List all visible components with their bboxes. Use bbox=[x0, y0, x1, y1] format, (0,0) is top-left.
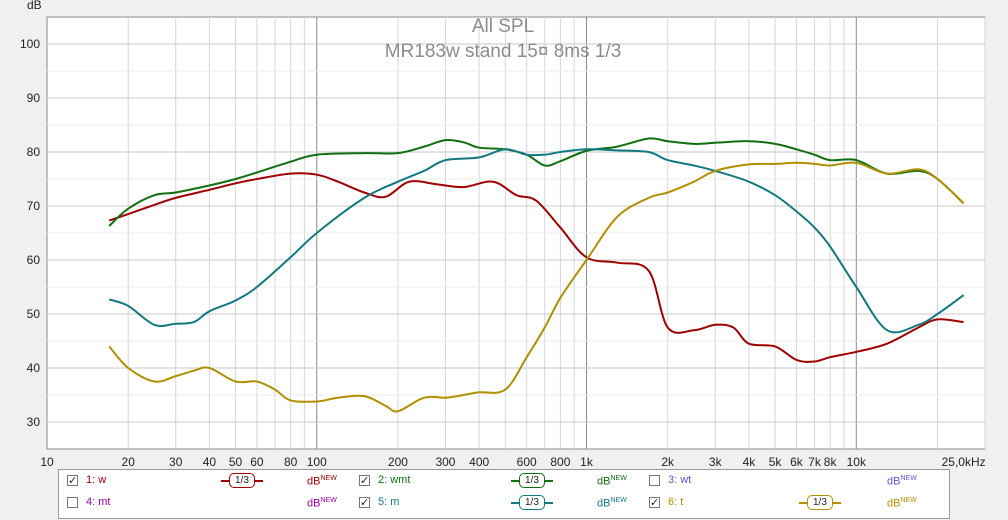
y-tick-label: 100 bbox=[20, 37, 40, 51]
x-tick-label: 3k bbox=[709, 455, 723, 469]
legend-checkbox[interactable]: ✓ bbox=[649, 496, 660, 509]
db-new-button[interactable]: dBNEW bbox=[307, 475, 337, 488]
x-tick-label: 8k bbox=[824, 455, 838, 469]
legend-label: 5: m bbox=[378, 496, 400, 508]
x-tick-label: 5k bbox=[769, 455, 783, 469]
y-axis: 100 90 80 70 60 50 40 30 bbox=[20, 37, 40, 429]
smoothing-label: 1/3 bbox=[229, 473, 255, 488]
db-new-button[interactable]: dBNEW bbox=[597, 497, 627, 510]
y-tick-label: 90 bbox=[27, 91, 41, 105]
legend-checkbox[interactable]: ✓ bbox=[359, 496, 370, 509]
smoothing-button[interactable]: 1/3 bbox=[799, 495, 841, 510]
x-tick-label: 1k bbox=[580, 455, 594, 469]
smoothing-label: 1/3 bbox=[519, 473, 545, 488]
x-tick-label: 7k bbox=[808, 455, 822, 469]
legend-checkbox[interactable] bbox=[67, 496, 78, 508]
y-axis-label: dB bbox=[27, 0, 42, 12]
curves bbox=[108, 137, 965, 413]
smoothing-label: 1/3 bbox=[519, 495, 545, 510]
y-tick-label: 50 bbox=[27, 307, 41, 321]
smoothing-button[interactable]: 1/3 bbox=[511, 495, 553, 510]
legend-item-2-wmt[interactable]: ✓ 2: wmt bbox=[359, 474, 410, 486]
x-tick-label: 400 bbox=[469, 455, 489, 469]
y-tick-label: 30 bbox=[27, 415, 41, 429]
legend-label: 2: wmt bbox=[378, 474, 411, 486]
y-tick-label: 80 bbox=[27, 145, 41, 159]
smoothing-button[interactable]: 1/3 bbox=[221, 473, 263, 488]
x-tick-label: 10 bbox=[40, 455, 54, 469]
x-tick-label: 50 bbox=[229, 455, 243, 469]
legend-item-3-wt[interactable]: 3: wt bbox=[649, 474, 691, 486]
db-new-button[interactable]: dBNEW bbox=[597, 475, 627, 488]
chart-subtitle: MR183w stand 15¤ 8ms 1/3 bbox=[385, 41, 622, 62]
x-tick-label: 800 bbox=[550, 455, 570, 469]
y-tick-label: 60 bbox=[27, 253, 41, 267]
x-tick-label: 600 bbox=[517, 455, 537, 469]
db-new-button[interactable]: dBNEW bbox=[887, 497, 917, 510]
x-tick-label: 4k bbox=[743, 455, 757, 469]
legend-item-4-mt[interactable]: 4: mt bbox=[67, 496, 110, 508]
x-tick-label: 30 bbox=[169, 455, 183, 469]
y-tick-label: 40 bbox=[27, 361, 41, 375]
series-line-5-m bbox=[108, 148, 965, 334]
legend-checkbox[interactable]: ✓ bbox=[67, 474, 78, 487]
smoothing-button[interactable]: 1/3 bbox=[511, 473, 553, 488]
x-tick-label: 100 bbox=[307, 455, 327, 469]
legend: ✓ 1: w 1/3 dBNEW ✓ 2: wmt 1/3 dBNEW 3: wt dBNEW 4:… bbox=[58, 469, 950, 519]
legend-label: 6: t bbox=[668, 496, 684, 508]
db-new-button[interactable]: dBNEW bbox=[887, 475, 917, 488]
legend-label: 4: mt bbox=[86, 496, 111, 508]
chart-title: All SPL bbox=[472, 16, 534, 37]
x-tick-label: 6k bbox=[790, 455, 804, 469]
x-tick-label: 2k bbox=[661, 455, 675, 469]
db-new-button[interactable]: dBNEW bbox=[307, 497, 337, 510]
series-line-1-w bbox=[108, 172, 964, 363]
legend-checkbox[interactable]: ✓ bbox=[359, 474, 370, 487]
legend-item-1-w[interactable]: ✓ 1: w bbox=[67, 474, 106, 486]
series-line-6-t bbox=[108, 161, 965, 413]
y-tick-label: 70 bbox=[27, 199, 41, 213]
legend-item-5-m[interactable]: ✓ 5: m bbox=[359, 496, 399, 508]
x-axis: 10 20 30 40 50 60 80 100 200 300 400 600 800 1k 2k 3k 4k… bbox=[40, 455, 985, 469]
legend-item-6-t[interactable]: ✓ 6: t bbox=[649, 496, 683, 508]
x-tick-label: 200 bbox=[388, 455, 408, 469]
x-tick-label: 60 bbox=[250, 455, 264, 469]
x-tick-label: 40 bbox=[203, 455, 217, 469]
smoothing-label: 1/3 bbox=[807, 495, 833, 510]
legend-label: 1: w bbox=[86, 474, 107, 486]
x-tick-label: 25,0kHz bbox=[942, 455, 986, 469]
x-tick-label: 20 bbox=[122, 455, 136, 469]
spl-chart: 100 90 80 70 60 50 40 30 10 20 30 40 50 60 80 100 200 30… bbox=[20, 0, 986, 469]
legend-label: 3: wt bbox=[668, 474, 692, 486]
x-tick-label: 80 bbox=[284, 455, 298, 469]
series-line-2-wmt bbox=[108, 137, 965, 227]
x-tick-label: 300 bbox=[435, 455, 455, 469]
legend-checkbox[interactable] bbox=[649, 474, 660, 486]
x-tick-label: 10k bbox=[847, 455, 867, 469]
